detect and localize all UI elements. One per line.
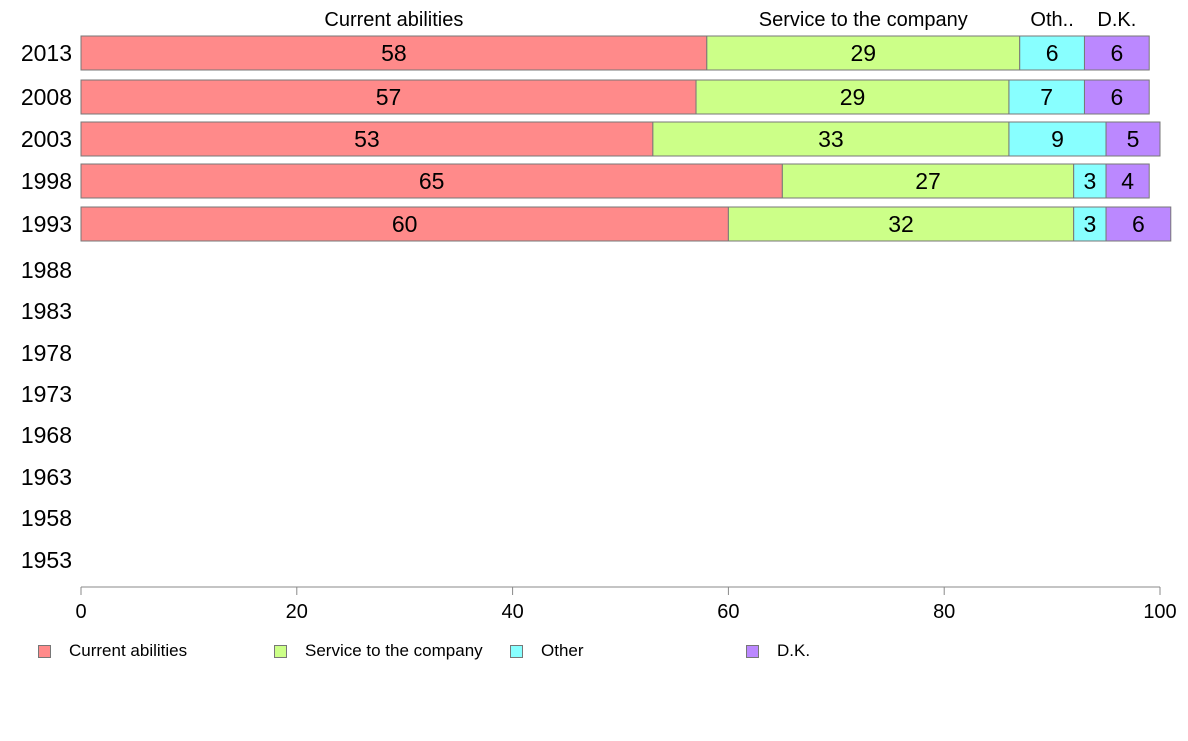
data-label: 6 bbox=[1110, 84, 1123, 110]
bar-segment bbox=[80, 121, 654, 157]
top-segment-label: D.K. bbox=[1097, 9, 1136, 31]
legend-item: Service to the company bbox=[274, 640, 483, 662]
y-tick-label: 1983 bbox=[21, 298, 72, 324]
y-tick-label: 1958 bbox=[21, 505, 72, 531]
bar-segment bbox=[781, 163, 1075, 199]
y-tick-label: 1953 bbox=[21, 547, 72, 573]
bar-segment bbox=[80, 206, 729, 242]
data-label: 7 bbox=[1040, 84, 1053, 110]
data-label: 53 bbox=[354, 126, 380, 152]
bar-segment bbox=[695, 79, 1010, 115]
x-tick-label: 100 bbox=[1143, 601, 1176, 623]
legend-item: D.K. bbox=[746, 640, 810, 662]
top-segment-label: Current abilities bbox=[324, 9, 463, 31]
data-label: 29 bbox=[850, 40, 876, 66]
x-tick-label: 40 bbox=[501, 601, 523, 623]
x-tick-label: 20 bbox=[286, 601, 308, 623]
bar-segment bbox=[652, 121, 1010, 157]
y-tick-label: 1963 bbox=[21, 464, 72, 490]
bar-segment bbox=[1008, 79, 1085, 115]
y-tick-label: 1973 bbox=[21, 381, 72, 407]
bar-segment bbox=[1019, 35, 1085, 71]
data-label: 9 bbox=[1051, 126, 1064, 152]
data-label: 33 bbox=[818, 126, 844, 152]
data-label: 4 bbox=[1121, 168, 1134, 194]
y-tick-label: 2003 bbox=[21, 126, 72, 152]
x-axis: 0 20 40 60 80 100 bbox=[75, 586, 1177, 623]
x-tick-label: 60 bbox=[717, 601, 739, 623]
legend-item: Other bbox=[510, 640, 584, 662]
data-label: 6 bbox=[1132, 211, 1145, 237]
bar-segment bbox=[1105, 163, 1150, 199]
data-label: 27 bbox=[915, 168, 941, 194]
data-label: 57 bbox=[376, 84, 402, 110]
bar-segment bbox=[1073, 206, 1107, 242]
data-label: 65 bbox=[419, 168, 445, 194]
bar-segment bbox=[80, 79, 697, 115]
top-segment-label: Oth.. bbox=[1030, 9, 1073, 31]
legend-label: D.K. bbox=[777, 641, 811, 660]
bar-segment bbox=[706, 35, 1021, 71]
bar-segment bbox=[1105, 121, 1161, 157]
legend-swatch bbox=[38, 644, 51, 658]
y-tick-label: 1993 bbox=[21, 211, 72, 237]
data-label: 5 bbox=[1127, 126, 1140, 152]
data-label: 6 bbox=[1110, 40, 1123, 66]
data-label: 6 bbox=[1046, 40, 1059, 66]
bars: 58 29 6 6 57 29 7 6 53 33 9 5 65 27 3 4 60 32 3 6 bbox=[80, 35, 1172, 242]
x-tick-label: 80 bbox=[933, 601, 955, 623]
bar-segment bbox=[1083, 79, 1150, 115]
legend-swatch bbox=[510, 644, 523, 658]
bar-segment bbox=[1083, 35, 1150, 71]
bar-segment bbox=[80, 163, 783, 199]
y-tick-label: 1968 bbox=[21, 422, 72, 448]
data-label: 58 bbox=[381, 40, 407, 66]
y-tick-label: 1988 bbox=[21, 257, 72, 283]
bar-segment bbox=[80, 35, 708, 71]
y-tick-label: 2013 bbox=[21, 40, 72, 66]
legend-swatch bbox=[746, 644, 759, 658]
data-label: 32 bbox=[888, 211, 914, 237]
data-label: 3 bbox=[1083, 211, 1096, 237]
legend-label: Service to the company bbox=[305, 641, 483, 660]
legend-item: Current abilities bbox=[38, 640, 187, 662]
legend: Current abilities Service to the company O… bbox=[38, 640, 1138, 662]
y-tick-label: 1998 bbox=[21, 168, 72, 194]
top-segment-label: Service to the company bbox=[759, 9, 968, 31]
top-labels: Current abilities Service to the company O… bbox=[324, 9, 1136, 31]
y-axis-labels: 2013 2008 2003 1998 1993 1988 1983 1978 1973 1968… bbox=[21, 40, 72, 573]
y-tick-label: 1978 bbox=[21, 340, 72, 366]
data-label: 29 bbox=[840, 84, 866, 110]
data-label: 60 bbox=[392, 211, 418, 237]
data-label: 3 bbox=[1083, 168, 1096, 194]
bar-segment bbox=[1105, 206, 1172, 242]
x-tick-label: 0 bbox=[75, 601, 86, 623]
legend-label: Other bbox=[541, 641, 584, 660]
legend-swatch bbox=[274, 644, 287, 658]
y-tick-label: 2008 bbox=[21, 84, 72, 110]
legend-label: Current abilities bbox=[69, 641, 188, 660]
bar-segment bbox=[727, 206, 1075, 242]
